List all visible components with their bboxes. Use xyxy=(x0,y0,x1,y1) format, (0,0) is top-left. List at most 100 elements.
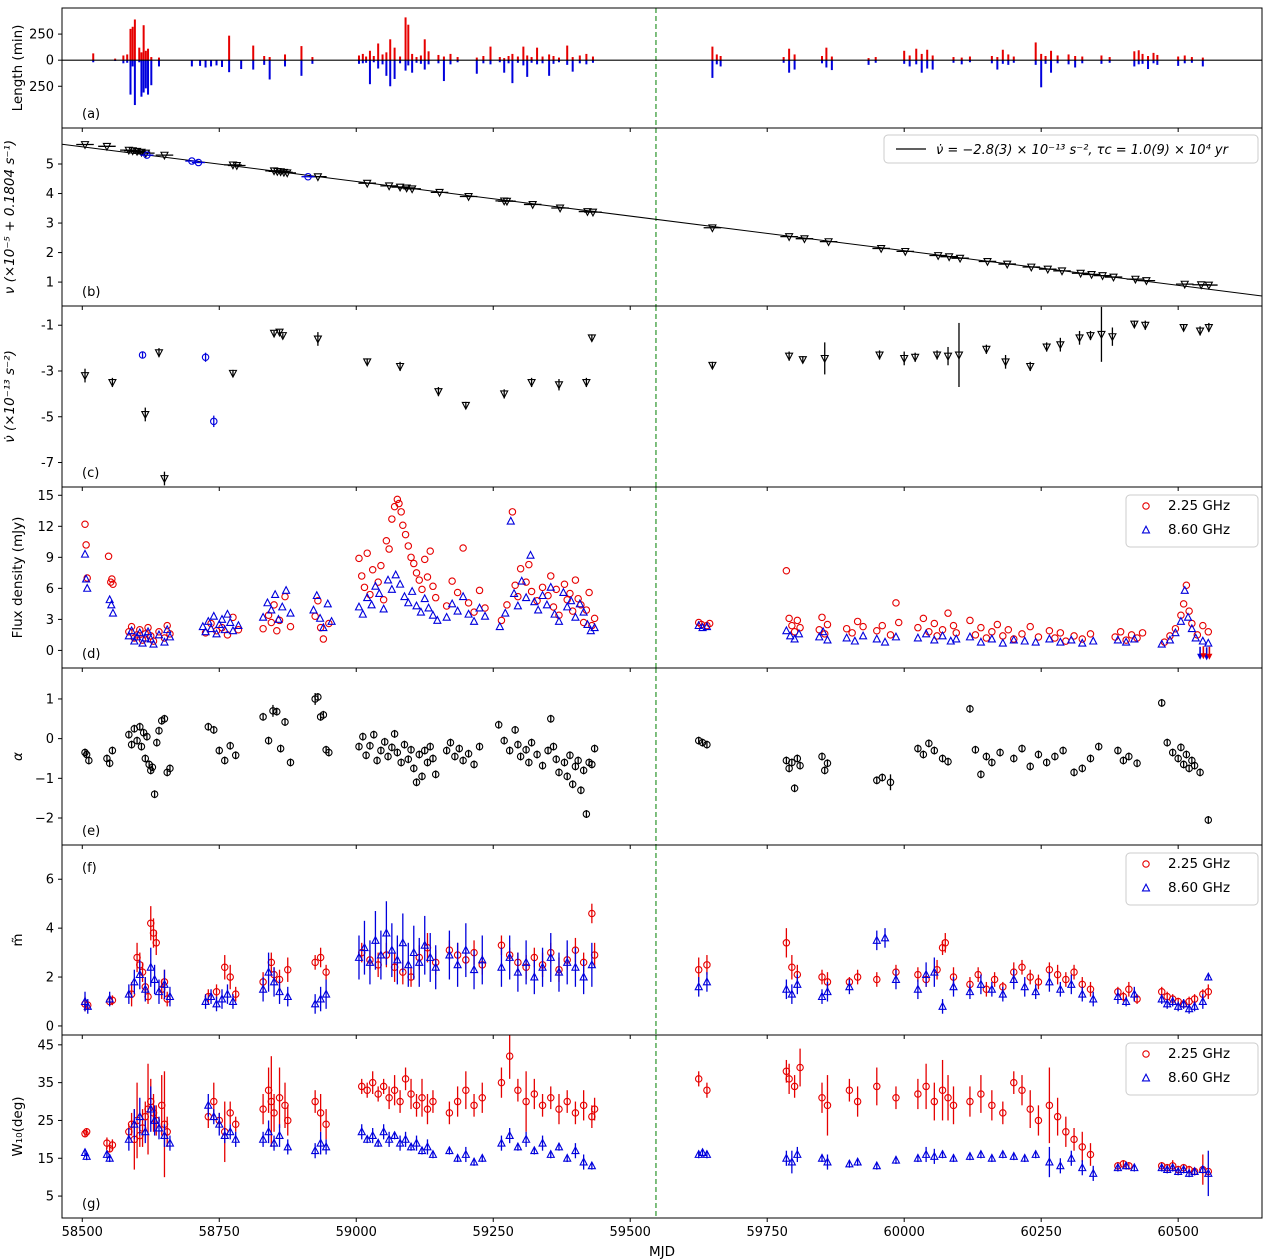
data-point-circle xyxy=(319,635,328,643)
data-point-triangle-up xyxy=(1009,635,1019,644)
data-point-triangle-up xyxy=(432,615,442,624)
data-point-triangle-up xyxy=(368,1130,378,1140)
obs-length-bar-up xyxy=(284,54,287,61)
obs-length-bar-down xyxy=(252,60,255,70)
data-point-triangle-up xyxy=(264,967,273,976)
data-point-circle xyxy=(267,618,276,627)
data-point-circle xyxy=(459,756,467,765)
data-point-triangle-up xyxy=(1020,1153,1030,1162)
obs-length-bar-up xyxy=(114,58,117,61)
data-point-circle xyxy=(555,768,563,777)
data-point-triangle-up xyxy=(428,610,438,619)
data-point-triangle-up xyxy=(108,608,118,617)
y-tick-label: −1 xyxy=(35,772,54,787)
data-point-triangle-up xyxy=(818,626,828,636)
obs-length-bar-down xyxy=(357,60,360,64)
data-point-triangle-up xyxy=(258,612,268,621)
data-point-circle xyxy=(514,740,522,749)
data-point-circle xyxy=(1174,754,1182,763)
data-point-circle xyxy=(379,595,388,604)
data-point-triangle-down xyxy=(983,257,992,267)
data-point-triangle-up xyxy=(921,1149,931,1158)
data-point-triangle-up xyxy=(1141,883,1151,892)
obs-length-bar-down xyxy=(199,60,202,66)
data-point-triangle-down xyxy=(554,381,564,390)
obs-length-bar-down xyxy=(1137,60,1140,65)
y-tick-label: 6 xyxy=(46,582,54,597)
data-point-triangle-up xyxy=(458,591,468,601)
data-point-triangle-down xyxy=(362,179,372,189)
data-point-circle xyxy=(273,627,281,635)
obs-length-bar-up xyxy=(530,57,533,61)
obs-length-bar-down xyxy=(990,60,993,64)
obs-length-bar-down xyxy=(548,60,551,76)
data-point-triangle-up xyxy=(444,1145,454,1155)
data-point-circle xyxy=(226,973,234,981)
x-tick-label: 58500 xyxy=(62,1225,103,1240)
obs-length-bar-down xyxy=(571,60,574,72)
data-point-triangle-up xyxy=(150,1115,160,1124)
obs-length-bar-up xyxy=(393,47,396,61)
data-point-circle xyxy=(470,1101,478,1110)
data-point-circle xyxy=(925,739,933,748)
data-point-circle xyxy=(703,740,711,749)
data-point-circle xyxy=(505,1052,514,1060)
data-point-triangle-down xyxy=(1204,324,1214,333)
data-point-circle xyxy=(988,758,996,767)
data-point-triangle-up xyxy=(82,1151,92,1160)
data-point-triangle-up xyxy=(80,549,90,558)
obs-length-bar-up xyxy=(407,24,410,61)
obs-length-bar-up xyxy=(920,53,923,61)
data-point-triangle-up xyxy=(160,979,169,988)
data-point-circle xyxy=(694,1075,703,1083)
data-point-circle xyxy=(404,755,413,764)
panel-frame xyxy=(61,844,1263,1036)
data-point-triangle-up xyxy=(702,1149,712,1158)
obs-length-bar-down xyxy=(1040,60,1043,88)
data-point-circle xyxy=(873,1082,881,1091)
data-point-circle xyxy=(407,553,415,562)
data-point-triangle-down xyxy=(407,185,417,194)
data-point-circle xyxy=(210,1097,218,1106)
data-point-circle xyxy=(226,1109,234,1117)
data-point-triangle-up xyxy=(132,631,142,641)
obs-length-bar-down xyxy=(122,60,125,64)
data-point-circle xyxy=(1051,634,1059,642)
data-point-triangle-up xyxy=(1121,637,1131,646)
data-point-triangle-up xyxy=(517,576,527,585)
data-point-triangle-up xyxy=(554,967,564,976)
data-point-triangle-up xyxy=(566,595,576,605)
data-point-triangle-down xyxy=(798,356,808,365)
data-point-triangle-up xyxy=(1044,976,1054,986)
data-point-circle xyxy=(445,1109,454,1117)
panel-letter-c: (c) xyxy=(82,466,99,481)
data-point-triangle-up xyxy=(469,616,479,625)
data-point-triangle-up xyxy=(513,1141,523,1151)
obs-length-bar-up xyxy=(793,54,796,61)
data-point-triangle-up xyxy=(310,1145,320,1155)
data-point-triangle-up xyxy=(275,986,284,996)
data-point-circle xyxy=(404,542,413,550)
data-point-circle xyxy=(1026,1105,1034,1113)
data-point-triangle-up xyxy=(387,584,397,593)
fit-equation: ν̇ = −2.8(3) × 10⁻¹³ s⁻², τc = 1.0(9) × … xyxy=(936,143,1230,158)
data-point-circle xyxy=(418,1094,426,1102)
data-point-circle xyxy=(577,786,585,794)
obs-length-bar-down xyxy=(931,60,934,70)
data-point-circle xyxy=(698,738,707,747)
data-point-circle xyxy=(1142,502,1150,510)
obs-length-bar-up xyxy=(144,50,147,61)
data-point-circle xyxy=(316,1109,325,1117)
data-point-triangle-up xyxy=(965,631,975,641)
obs-length-bar-up xyxy=(903,50,906,61)
x-tick-label: 59750 xyxy=(747,1225,788,1240)
data-point-triangle-up xyxy=(354,601,364,611)
y-tick-label: 2 xyxy=(46,971,54,986)
data-point-triangle-up xyxy=(533,605,543,614)
data-point-circle xyxy=(127,740,136,749)
obs-length-bar-down xyxy=(1007,60,1010,65)
data-point-circle xyxy=(1182,750,1191,759)
data-point-triangle-up xyxy=(318,622,328,632)
obs-length-bar-down xyxy=(138,60,141,63)
obs-length-bar-up xyxy=(389,39,392,61)
